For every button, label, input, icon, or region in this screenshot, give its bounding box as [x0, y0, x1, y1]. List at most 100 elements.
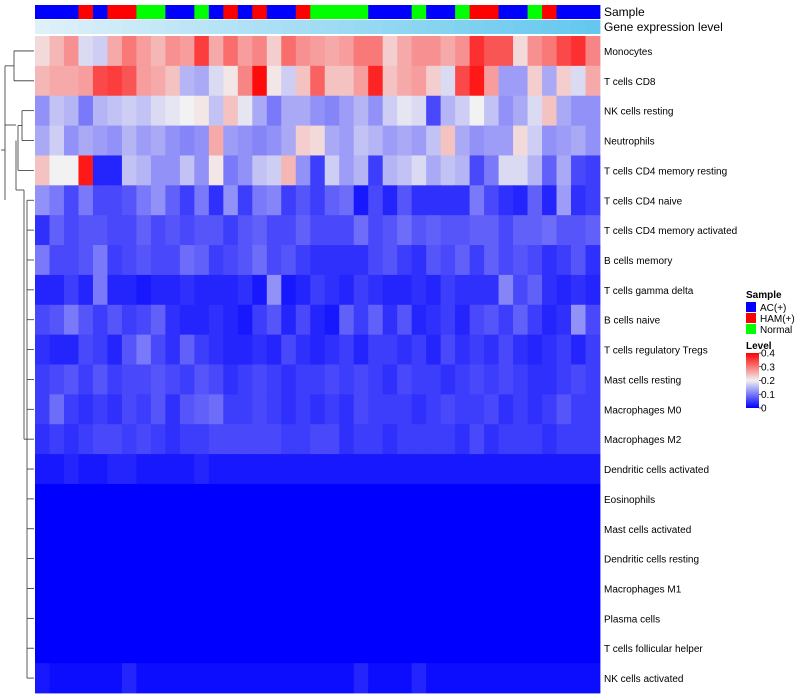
heatmap-cell: [542, 663, 557, 694]
expression-annotation-cell: [484, 20, 499, 34]
heatmap-cell: [440, 125, 456, 156]
heatmap-cell: [411, 65, 427, 97]
heatmap-cell: [179, 483, 195, 515]
sample-annotation-cell: [513, 5, 528, 19]
heatmap-cell: [310, 483, 326, 515]
heatmap-cell: [136, 603, 152, 634]
heatmap-cell: [440, 543, 456, 574]
heatmap-cell: [585, 185, 601, 216]
heatmap-cell: [223, 304, 239, 336]
heatmap-cell: [310, 424, 326, 455]
heatmap-cell: [295, 513, 311, 545]
sample-annotation-cell: [339, 5, 355, 19]
heatmap-cell: [35, 663, 50, 694]
sample-annotation-cell: [397, 5, 413, 19]
heatmap-cell: [353, 65, 369, 97]
heatmap-cell: [281, 394, 297, 425]
heatmap-cell: [455, 65, 471, 97]
heatmap-cell: [513, 304, 528, 336]
heatmap-cell: [281, 513, 297, 545]
heatmap-cell: [78, 245, 94, 276]
sample-annotation-cell: [469, 5, 485, 19]
heatmap-cell: [585, 334, 601, 365]
heatmap-cell: [382, 334, 398, 365]
heatmap-cell: [35, 215, 50, 246]
heatmap-cell: [179, 95, 195, 126]
heatmap-cell: [49, 304, 65, 336]
heatmap-cell: [63, 663, 79, 694]
heatmap-cell: [63, 185, 79, 216]
heatmap-cell: [63, 513, 79, 545]
heatmap-cell: [223, 364, 239, 395]
heatmap-cell: [426, 603, 442, 634]
heatmap-cell: [165, 155, 181, 186]
heatmap-cell: [426, 125, 442, 156]
heatmap-cell: [208, 603, 224, 634]
heatmap-cell: [585, 95, 601, 126]
heatmap-cell: [107, 245, 123, 276]
heatmap-cell: [382, 573, 398, 604]
heatmap-cell: [150, 36, 166, 67]
heatmap-cell: [92, 633, 108, 664]
heatmap-cell: [266, 125, 282, 156]
heatmap-cell: [107, 364, 123, 395]
heatmap-cell: [281, 36, 297, 67]
heatmap-cell: [165, 364, 181, 395]
heatmap-cell: [368, 364, 384, 395]
heatmap-cell: [527, 364, 543, 395]
heatmap-cell: [585, 304, 601, 336]
heatmap-cell: [455, 603, 471, 634]
expression-annotation-cell: [440, 20, 456, 34]
heatmap-cell: [295, 125, 311, 156]
heatmap-cell: [136, 663, 152, 694]
sample-legend-items: AC(+)HAM(+)Normal: [746, 302, 795, 336]
heatmap-cell: [397, 274, 413, 306]
sample-annotation-cell: [281, 5, 297, 19]
heatmap-cell: [353, 483, 369, 515]
heatmap-cell: [92, 603, 108, 634]
heatmap-cell: [252, 633, 268, 664]
heatmap-cell: [339, 513, 355, 545]
heatmap-cell: [136, 274, 152, 306]
expression-annotation-cell: [35, 20, 50, 34]
heatmap-cell: [49, 424, 65, 455]
heatmap-cell: [49, 274, 65, 306]
heatmap-cell: [585, 65, 601, 97]
heatmap-cell: [527, 513, 543, 545]
heatmap-cell: [252, 155, 268, 186]
heatmap-cell: [513, 274, 528, 306]
heatmap-cell: [339, 215, 355, 246]
heatmap-cell: [484, 245, 499, 276]
heatmap-cell: [542, 394, 557, 425]
heatmap-cell: [527, 274, 543, 306]
heatmap-cell: [252, 513, 268, 545]
heatmap-cell: [150, 454, 166, 485]
heatmap-cell: [78, 215, 94, 246]
heatmap-cell: [194, 155, 210, 186]
heatmap-cell: [121, 663, 137, 694]
heatmap-cell: [252, 334, 268, 365]
heatmap-cell: [63, 155, 79, 186]
heatmap-cell: [252, 245, 268, 276]
heatmap-cell: [92, 573, 108, 604]
heatmap-cell: [440, 36, 456, 67]
heatmap-cell: [208, 36, 224, 67]
heatmap-cell: [368, 513, 384, 545]
heatmap-cell: [179, 36, 195, 67]
heatmap-cell: [469, 274, 485, 306]
heatmap-cell: [397, 36, 413, 67]
heatmap-cell: [397, 573, 413, 604]
heatmap-cell: [469, 155, 485, 186]
heatmap-cell: [411, 603, 427, 634]
heatmap-cell: [469, 95, 485, 126]
heatmap-cell: [63, 274, 79, 306]
heatmap-cell: [165, 513, 181, 545]
heatmap-cell: [542, 245, 557, 276]
sample-annotation-cell: [92, 5, 108, 19]
heatmap-cell: [368, 36, 384, 67]
heatmap-cell: [63, 334, 79, 365]
heatmap-cell: [339, 364, 355, 395]
heatmap-cell: [136, 95, 152, 126]
heatmap-cell: [310, 36, 326, 67]
heatmap-cell: [513, 215, 528, 246]
